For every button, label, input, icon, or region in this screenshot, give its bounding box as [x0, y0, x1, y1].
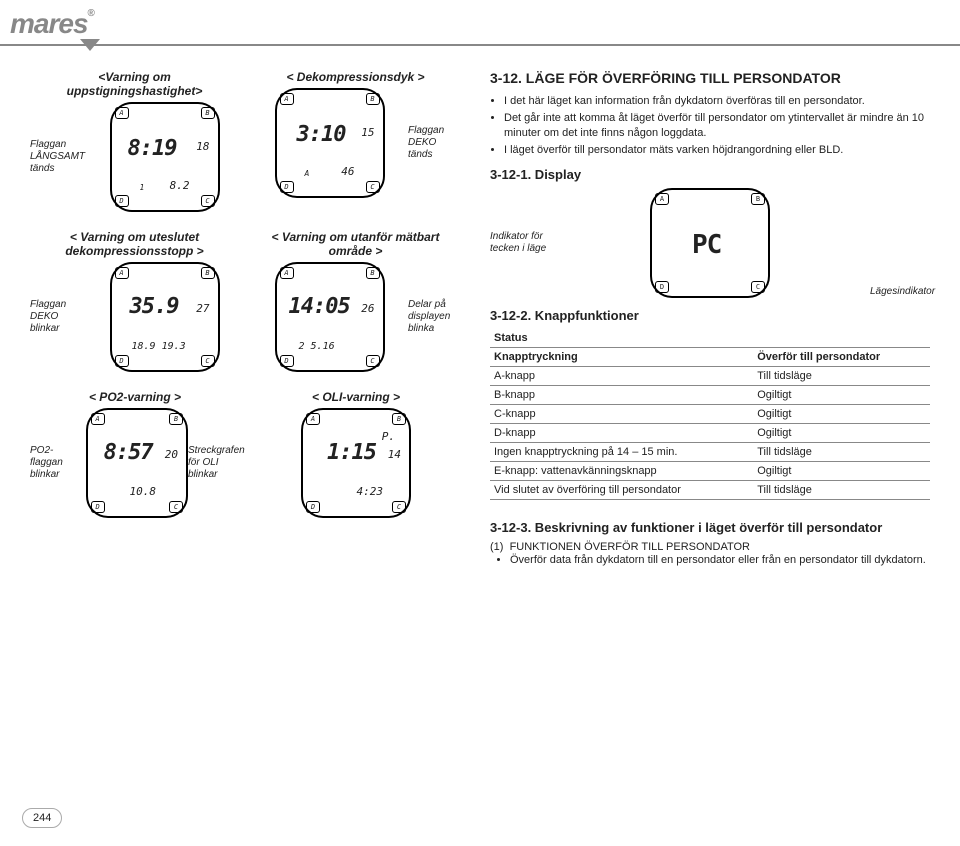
watch-value: A: [305, 169, 310, 178]
warning-title: < Dekompressionsdyk >: [251, 70, 460, 84]
watch-display-icon: A B D C 8:57 20 10.8: [86, 408, 188, 518]
warning-title: < Varning om uteslutet dekompressionssto…: [30, 230, 239, 258]
warning-annotation: Streckgrafen för OLI blinkar: [188, 445, 240, 481]
function-number: (1): [490, 541, 503, 553]
left-column: <Varning om uppstigningshastighet> Flagg…: [30, 70, 460, 578]
display-right-label: Lägesindikator: [870, 286, 930, 298]
section-heading: 3-12. LÄGE FÖR ÖVERFÖRING TILL PERSONDAT…: [490, 70, 930, 86]
warning-title: < Varning om utanför mätbart område >: [251, 230, 460, 258]
table-row: B-knappOgiltigt: [490, 386, 930, 405]
table-row: Vid slutet av överföring till persondato…: [490, 481, 930, 500]
warning-side-label: PO2-flaggan blinkar: [30, 445, 86, 481]
watch-value: P.: [382, 430, 395, 443]
warning-row-1: <Varning om uppstigningshastighet> Flagg…: [30, 70, 460, 212]
function-bullet-list: Överför data från dykdatorn till en pers…: [490, 553, 930, 568]
table-row: D-knappOgiltigt: [490, 424, 930, 443]
warning-side-label: Flaggan DEKO tänds: [408, 125, 460, 161]
watch-display-icon: A B D C 8:19 18 8.2 1: [110, 102, 220, 212]
watch-display-icon: A B D C 14:05 26 2 5.16: [275, 262, 385, 372]
watch-display-icon: A B D C 3:10 15 46 A: [275, 88, 385, 198]
table-row: E-knapp: vattenavkänningsknappOgiltigt: [490, 462, 930, 481]
table-row: Ingen knapptryckning på 14 – 15 min.Till…: [490, 443, 930, 462]
description-section: 3-12-3. Beskrivning av funktioner i läge…: [490, 520, 930, 568]
watch-pc-text: PC: [692, 230, 721, 260]
warning-side-label: Delar på displayen blinka: [408, 299, 460, 335]
watch-value: 2 5.16: [299, 341, 335, 352]
section-bullet-list: I det här läget kan information från dyk…: [490, 94, 930, 157]
header-chevron-icon: [80, 39, 100, 51]
watch-value: 18: [196, 140, 209, 153]
warning-decompression-dive: < Dekompressionsdyk > A B D C 3:10 15 46…: [251, 70, 460, 212]
watch-value: 8.2: [170, 179, 190, 192]
warning-oli: < OLI-varning > A B D C 1:15 P. 14 4:23: [252, 390, 460, 518]
table-header: Överför till persondator: [753, 348, 930, 367]
watch-value: 18.9 19.3: [132, 341, 186, 352]
section-bullet: I läget överför till persondator mäts va…: [504, 143, 930, 158]
watch-value: 26: [361, 302, 374, 315]
warning-omitted-deco-stop: < Varning om uteslutet dekompressionssto…: [30, 230, 239, 372]
warning-title: <Varning om uppstigningshastighet>: [30, 70, 239, 98]
watch-value: 1:15: [327, 440, 376, 465]
watch-value: 20: [165, 448, 178, 461]
watch-value: 14: [388, 448, 401, 461]
subheading-display: 3-12-1. Display: [490, 167, 930, 182]
right-column: 3-12. LÄGE FÖR ÖVERFÖRING TILL PERSONDAT…: [490, 70, 930, 578]
warning-title: < PO2-varning >: [30, 390, 240, 404]
warning-row-3: < PO2-varning > PO2-flaggan blinkar A B …: [30, 390, 460, 518]
header-divider: [0, 44, 960, 46]
brand-logo: mares®: [10, 8, 94, 40]
warning-po2: < PO2-varning > PO2-flaggan blinkar A B …: [30, 390, 240, 518]
watch-display-pc-icon: A B D C PC: [650, 188, 770, 298]
watch-value: 15: [361, 126, 374, 139]
table-row: A-knappTill tidsläge: [490, 367, 930, 386]
watch-value: 8:19: [128, 136, 177, 161]
display-left-label: Indikator för tecken i läge: [490, 231, 550, 255]
section-bullet: Det går inte att komma åt läget överför …: [504, 111, 930, 141]
table-header: Knapptryckning: [490, 348, 753, 367]
warning-row-2: < Varning om uteslutet dekompressionssto…: [30, 230, 460, 372]
subheading-knappfunktioner: 3-12-2. Knappfunktioner: [490, 308, 930, 323]
watch-value: 3:10: [297, 122, 346, 147]
subheading-beskrivning: 3-12-3. Beskrivning av funktioner i läge…: [490, 520, 930, 535]
section-bullet: I det här läget kan information från dyk…: [504, 94, 930, 109]
warning-side-label: Flaggan LÅNGSAMT tänds: [30, 139, 90, 175]
watch-value: 10.8: [130, 485, 157, 498]
logo-reg: ®: [88, 8, 94, 19]
warning-title: < OLI-varning >: [252, 390, 460, 404]
warning-side-label: Flaggan DEKO blinkar: [30, 299, 90, 335]
watch-value: 27: [196, 302, 209, 315]
watch-display-icon: A B D C 1:15 P. 14 4:23: [301, 408, 411, 518]
display-figure: Indikator för tecken i läge A B D C PC L…: [490, 188, 930, 298]
watch-value: 46: [341, 165, 354, 178]
watch-value: 1: [140, 183, 145, 192]
warning-out-of-range: < Varning om utanför mätbart område > A …: [251, 230, 460, 372]
logo-text: mares: [10, 8, 88, 39]
function-bullet: Överför data från dykdatorn till en pers…: [510, 553, 930, 568]
watch-value: 14:05: [289, 294, 350, 319]
function-entry: (1) FUNKTIONEN ÖVERFÖR TILL PERSONDATOR: [490, 541, 930, 553]
page-content: <Varning om uppstigningshastighet> Flagg…: [30, 70, 935, 578]
watch-display-icon: A B D C 35.9 27 18.9 19.3: [110, 262, 220, 372]
function-title: FUNKTIONEN ÖVERFÖR TILL PERSONDATOR: [510, 541, 750, 553]
button-functions-table: Status Knapptryckning Överför till perso…: [490, 329, 930, 500]
page-number: 244: [22, 808, 62, 828]
table-row: C-knappOgiltigt: [490, 405, 930, 424]
table-status: Status: [490, 329, 930, 348]
watch-value: 35.9: [130, 294, 179, 319]
warning-ascent-speed: <Varning om uppstigningshastighet> Flagg…: [30, 70, 239, 212]
watch-value: 8:57: [104, 440, 153, 465]
watch-value: 4:23: [357, 485, 384, 498]
